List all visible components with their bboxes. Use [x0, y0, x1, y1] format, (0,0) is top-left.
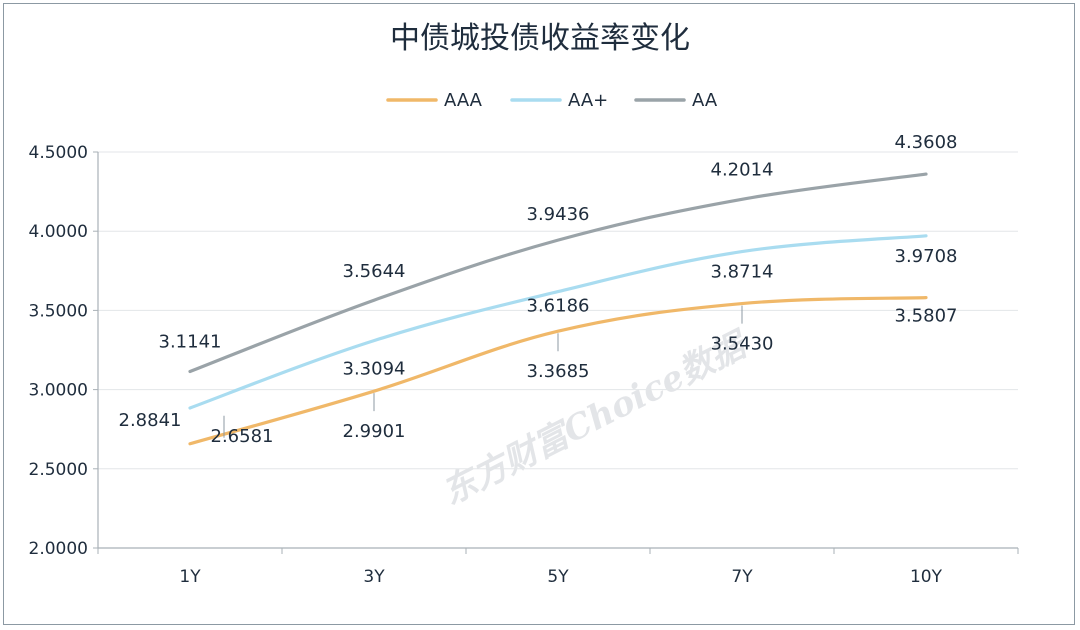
data-label: 3.9436: [527, 204, 590, 225]
y-tick-label: 4.0000: [29, 222, 88, 242]
x-tick-label: 1Y: [179, 567, 201, 587]
chart-title: 中债城投债收益率变化: [390, 21, 690, 56]
data-label: 3.5644: [343, 261, 406, 282]
legend[interactable]: AAA AA+ AA: [386, 90, 718, 111]
x-tick-label: 7Y: [731, 567, 753, 587]
y-tick-label: 2.5000: [29, 460, 88, 480]
y-tick-label: 3.5000: [29, 301, 88, 321]
data-label: 3.8714: [711, 262, 774, 283]
data-label: 3.6186: [527, 296, 590, 317]
data-label: 4.3608: [895, 132, 958, 153]
legend-item-aaplus[interactable]: AA+: [568, 90, 608, 111]
data-label: 3.5430: [711, 334, 774, 355]
y-tick-label: 2.0000: [29, 539, 88, 559]
series-lines: [188, 172, 928, 446]
x-tick-label: 5Y: [547, 567, 569, 587]
series-line-aa: [188, 172, 928, 374]
grid-lines: [98, 151, 1018, 470]
series-line-aaplus: [188, 234, 928, 410]
series-line-aaa: [188, 296, 928, 446]
x-tick-label: 3Y: [363, 567, 385, 587]
data-label: 4.2014: [711, 159, 774, 180]
axes: 4.5000 4.0000 3.5000 3.0000 2.5000 2.0000 1Y 3Y…: [29, 143, 1019, 587]
y-tick-label: 3.0000: [29, 381, 88, 401]
legend-item-aaa[interactable]: AAA: [444, 90, 483, 111]
legend-item-aa[interactable]: AA: [692, 90, 718, 111]
data-label: 2.8841: [119, 410, 182, 431]
data-label: 3.5807: [895, 306, 958, 327]
chart-frame: [3, 3, 1075, 625]
data-label: 2.6581: [211, 426, 274, 447]
x-tick-label: 10Y: [910, 567, 943, 587]
y-tick-label: 4.5000: [29, 143, 88, 163]
data-label: 3.1141: [159, 332, 222, 353]
data-labels: 2.6581 2.9901 3.3685 3.5430 3.5807 2.8841 3.30…: [119, 132, 958, 447]
data-label: 3.9708: [895, 246, 958, 267]
data-label: 2.9901: [343, 421, 406, 442]
data-label: 3.3685: [527, 361, 590, 382]
data-label: 3.3094: [343, 359, 406, 380]
